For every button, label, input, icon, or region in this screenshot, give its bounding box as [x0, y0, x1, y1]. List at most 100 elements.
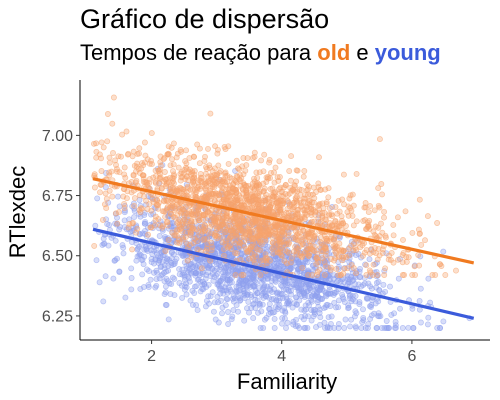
point-old — [136, 150, 142, 157]
subtitle-young-label: young — [374, 40, 441, 65]
point-young — [211, 299, 218, 306]
point-young — [271, 315, 278, 322]
point-old — [196, 160, 203, 167]
point-old — [285, 230, 292, 237]
point-old — [152, 167, 159, 174]
point-young — [298, 292, 305, 299]
point-young — [346, 293, 353, 299]
point-old — [198, 265, 205, 272]
point-old — [98, 139, 105, 146]
point-old — [149, 196, 156, 203]
point-old — [225, 160, 232, 167]
point-young — [373, 284, 380, 291]
point-young — [317, 284, 324, 291]
point-young — [271, 325, 278, 331]
point-old — [286, 168, 293, 174]
point-young — [304, 259, 311, 266]
point-old — [214, 219, 221, 226]
point-young — [139, 271, 146, 278]
point-old — [363, 247, 370, 254]
point-young — [260, 277, 267, 284]
point-young — [366, 256, 373, 263]
point-young — [96, 279, 103, 286]
point-young — [156, 275, 163, 282]
point-old — [148, 207, 155, 214]
point-young — [183, 291, 190, 298]
subtitle-connector: e — [350, 40, 375, 65]
point-old — [205, 145, 211, 152]
point-young — [137, 213, 144, 220]
point-young — [168, 259, 175, 266]
point-old — [121, 164, 128, 171]
point-old — [363, 262, 370, 269]
scatter-points — [91, 94, 473, 331]
point-young — [223, 295, 230, 302]
point-old — [229, 189, 236, 196]
point-young — [147, 276, 154, 283]
point-young — [121, 209, 128, 216]
point-old — [371, 207, 378, 214]
point-old — [240, 272, 247, 278]
point-old — [259, 219, 266, 226]
point-young — [267, 283, 274, 289]
point-old — [270, 244, 277, 251]
point-young — [216, 278, 223, 285]
point-young — [311, 306, 318, 313]
point-old — [442, 272, 449, 278]
point-old — [178, 209, 185, 215]
point-old — [209, 221, 215, 228]
point-young — [321, 319, 328, 326]
point-young — [417, 319, 424, 326]
point-young — [112, 237, 119, 244]
point-old — [374, 256, 381, 263]
x-tick-label: 2 — [147, 348, 156, 365]
point-old — [399, 259, 406, 266]
point-young — [102, 273, 109, 280]
point-old — [175, 236, 182, 243]
point-old — [232, 178, 239, 185]
point-old — [333, 266, 340, 272]
point-old — [113, 168, 120, 175]
point-old — [437, 261, 444, 268]
point-young — [193, 283, 200, 290]
point-old — [339, 257, 346, 264]
point-old — [137, 209, 144, 216]
point-old — [365, 223, 372, 230]
point-old — [98, 155, 105, 162]
point-old — [276, 158, 283, 165]
point-old — [296, 186, 303, 193]
point-young — [237, 278, 244, 285]
point-old — [263, 174, 270, 181]
point-old — [208, 190, 215, 197]
point-young — [316, 310, 323, 316]
point-old — [340, 248, 347, 255]
point-young — [298, 313, 305, 320]
point-young — [359, 319, 366, 326]
point-old — [345, 212, 352, 219]
point-old — [141, 139, 148, 146]
point-old — [112, 210, 119, 217]
point-young — [176, 280, 183, 286]
point-old — [374, 272, 381, 278]
point-old — [336, 208, 343, 215]
point-old — [230, 222, 237, 229]
point-young — [141, 253, 148, 260]
point-old — [221, 229, 228, 236]
point-old — [278, 252, 285, 258]
point-old — [347, 205, 354, 211]
point-young — [286, 297, 293, 304]
point-old — [207, 110, 214, 117]
point-old — [300, 173, 307, 180]
point-young — [289, 304, 296, 311]
point-old — [288, 187, 295, 194]
point-old — [411, 263, 418, 270]
point-young — [197, 270, 204, 277]
point-young — [110, 275, 117, 282]
point-old — [304, 200, 311, 207]
point-old — [223, 212, 230, 219]
point-young — [197, 278, 204, 285]
point-old — [240, 242, 247, 249]
point-old — [103, 205, 110, 212]
point-young — [121, 217, 128, 224]
point-old — [132, 179, 139, 186]
